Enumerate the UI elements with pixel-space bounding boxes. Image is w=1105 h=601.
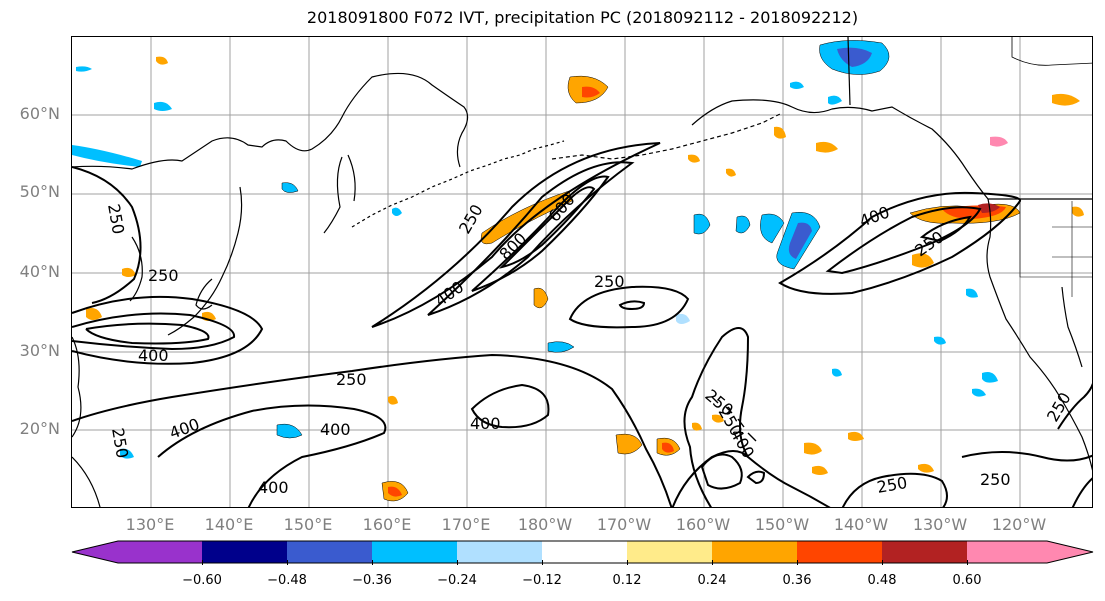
contour-label: 400	[138, 346, 169, 365]
lat-label-40n: 40°N	[19, 262, 60, 281]
lat-label-30n: 30°N	[19, 341, 60, 360]
colorbar-tick-mark	[287, 560, 288, 565]
lon-label-180w: 180°W	[517, 515, 573, 534]
colorbar-tick-mark	[202, 560, 203, 565]
lon-label-160e: 160°E	[362, 515, 412, 534]
page-title: 2018091800 F072 IVT, precipitation PC (2…	[306, 8, 859, 27]
lon-label-120w: 120°W	[991, 515, 1047, 534]
colorbar-tick-mark	[542, 560, 543, 565]
colorbar-outline	[71, 540, 1094, 564]
colorbar-tick-label: 0.12	[612, 573, 642, 588]
map-panel: 250 250 250 400 400 400 400 400 600 800 …	[71, 36, 1093, 508]
colorbar-tick-label: −0.48	[267, 573, 307, 588]
colorbar-tick-label: 0.60	[952, 573, 982, 588]
colorbar-segment	[797, 541, 882, 563]
lon-label-140w: 140°W	[833, 515, 889, 534]
contour-label: 250	[875, 473, 908, 497]
colorbar-tick-label: 0.36	[782, 573, 812, 588]
lon-label-170w: 170°W	[596, 515, 652, 534]
lon-label-150w: 150°W	[754, 515, 810, 534]
graticule	[72, 37, 1092, 507]
colorbar-segment	[202, 541, 287, 563]
contour-label: 250	[148, 266, 179, 285]
colorbar-tick-label: −0.12	[522, 573, 562, 588]
contour-label: 250	[594, 272, 625, 291]
contour-label: 250	[455, 201, 487, 237]
contour-label: 250	[980, 470, 1011, 489]
contour-label: 250	[1043, 389, 1075, 425]
colorbar-segment	[457, 541, 542, 563]
colorbar-tick-label: 0.48	[867, 573, 897, 588]
colorbar-segment	[627, 541, 712, 563]
colorbar-tick-label: −0.60	[182, 573, 222, 588]
lon-label-150e: 150°E	[283, 515, 333, 534]
lon-label-160w: 160°W	[675, 515, 731, 534]
map-svg: 250 250 250 400 400 400 400 400 600 800 …	[72, 37, 1092, 507]
lon-label-170e: 170°E	[441, 515, 491, 534]
colorbar-segment	[287, 541, 372, 563]
colorbar-tick-label: −0.24	[437, 573, 477, 588]
colorbar-segment	[882, 541, 967, 563]
ivt-contours	[72, 142, 1092, 507]
contour-label: 400	[320, 420, 351, 439]
contour-label: 250	[104, 202, 128, 235]
lon-label-130e: 130°E	[125, 515, 175, 534]
colorbar	[71, 540, 1094, 564]
lon-label-130w: 130°W	[912, 515, 968, 534]
contour-label: 400	[470, 414, 501, 433]
colorbar-tick-label: −0.36	[352, 573, 392, 588]
colorbar-tick-mark	[967, 560, 968, 565]
contour-label: 400	[167, 414, 202, 442]
colorbar-tick-mark	[457, 560, 458, 565]
lat-label-50n: 50°N	[19, 182, 60, 201]
lon-label-140e: 140°E	[204, 515, 254, 534]
colorbar-tick-mark	[712, 560, 713, 565]
colorbar-segment	[542, 541, 627, 563]
contour-label: 250	[108, 426, 132, 459]
contour-label: 400	[258, 478, 289, 497]
colorbar-tick-mark	[797, 560, 798, 565]
colorbar-tick-mark	[372, 560, 373, 565]
lat-label-20n: 20°N	[19, 419, 60, 438]
lat-label-60n: 60°N	[19, 104, 60, 123]
colorbar-segment	[712, 541, 797, 563]
precip-shading	[72, 40, 1084, 502]
colorbar-segment	[72, 541, 202, 563]
contour-label: 250	[336, 370, 367, 389]
colorbar-tick-label: 0.24	[697, 573, 727, 588]
coastlines	[72, 37, 1092, 507]
colorbar-tick-mark	[882, 560, 883, 565]
colorbar-tick-mark	[627, 560, 628, 565]
colorbar-segment	[372, 541, 457, 563]
colorbar-segment	[967, 541, 1093, 563]
